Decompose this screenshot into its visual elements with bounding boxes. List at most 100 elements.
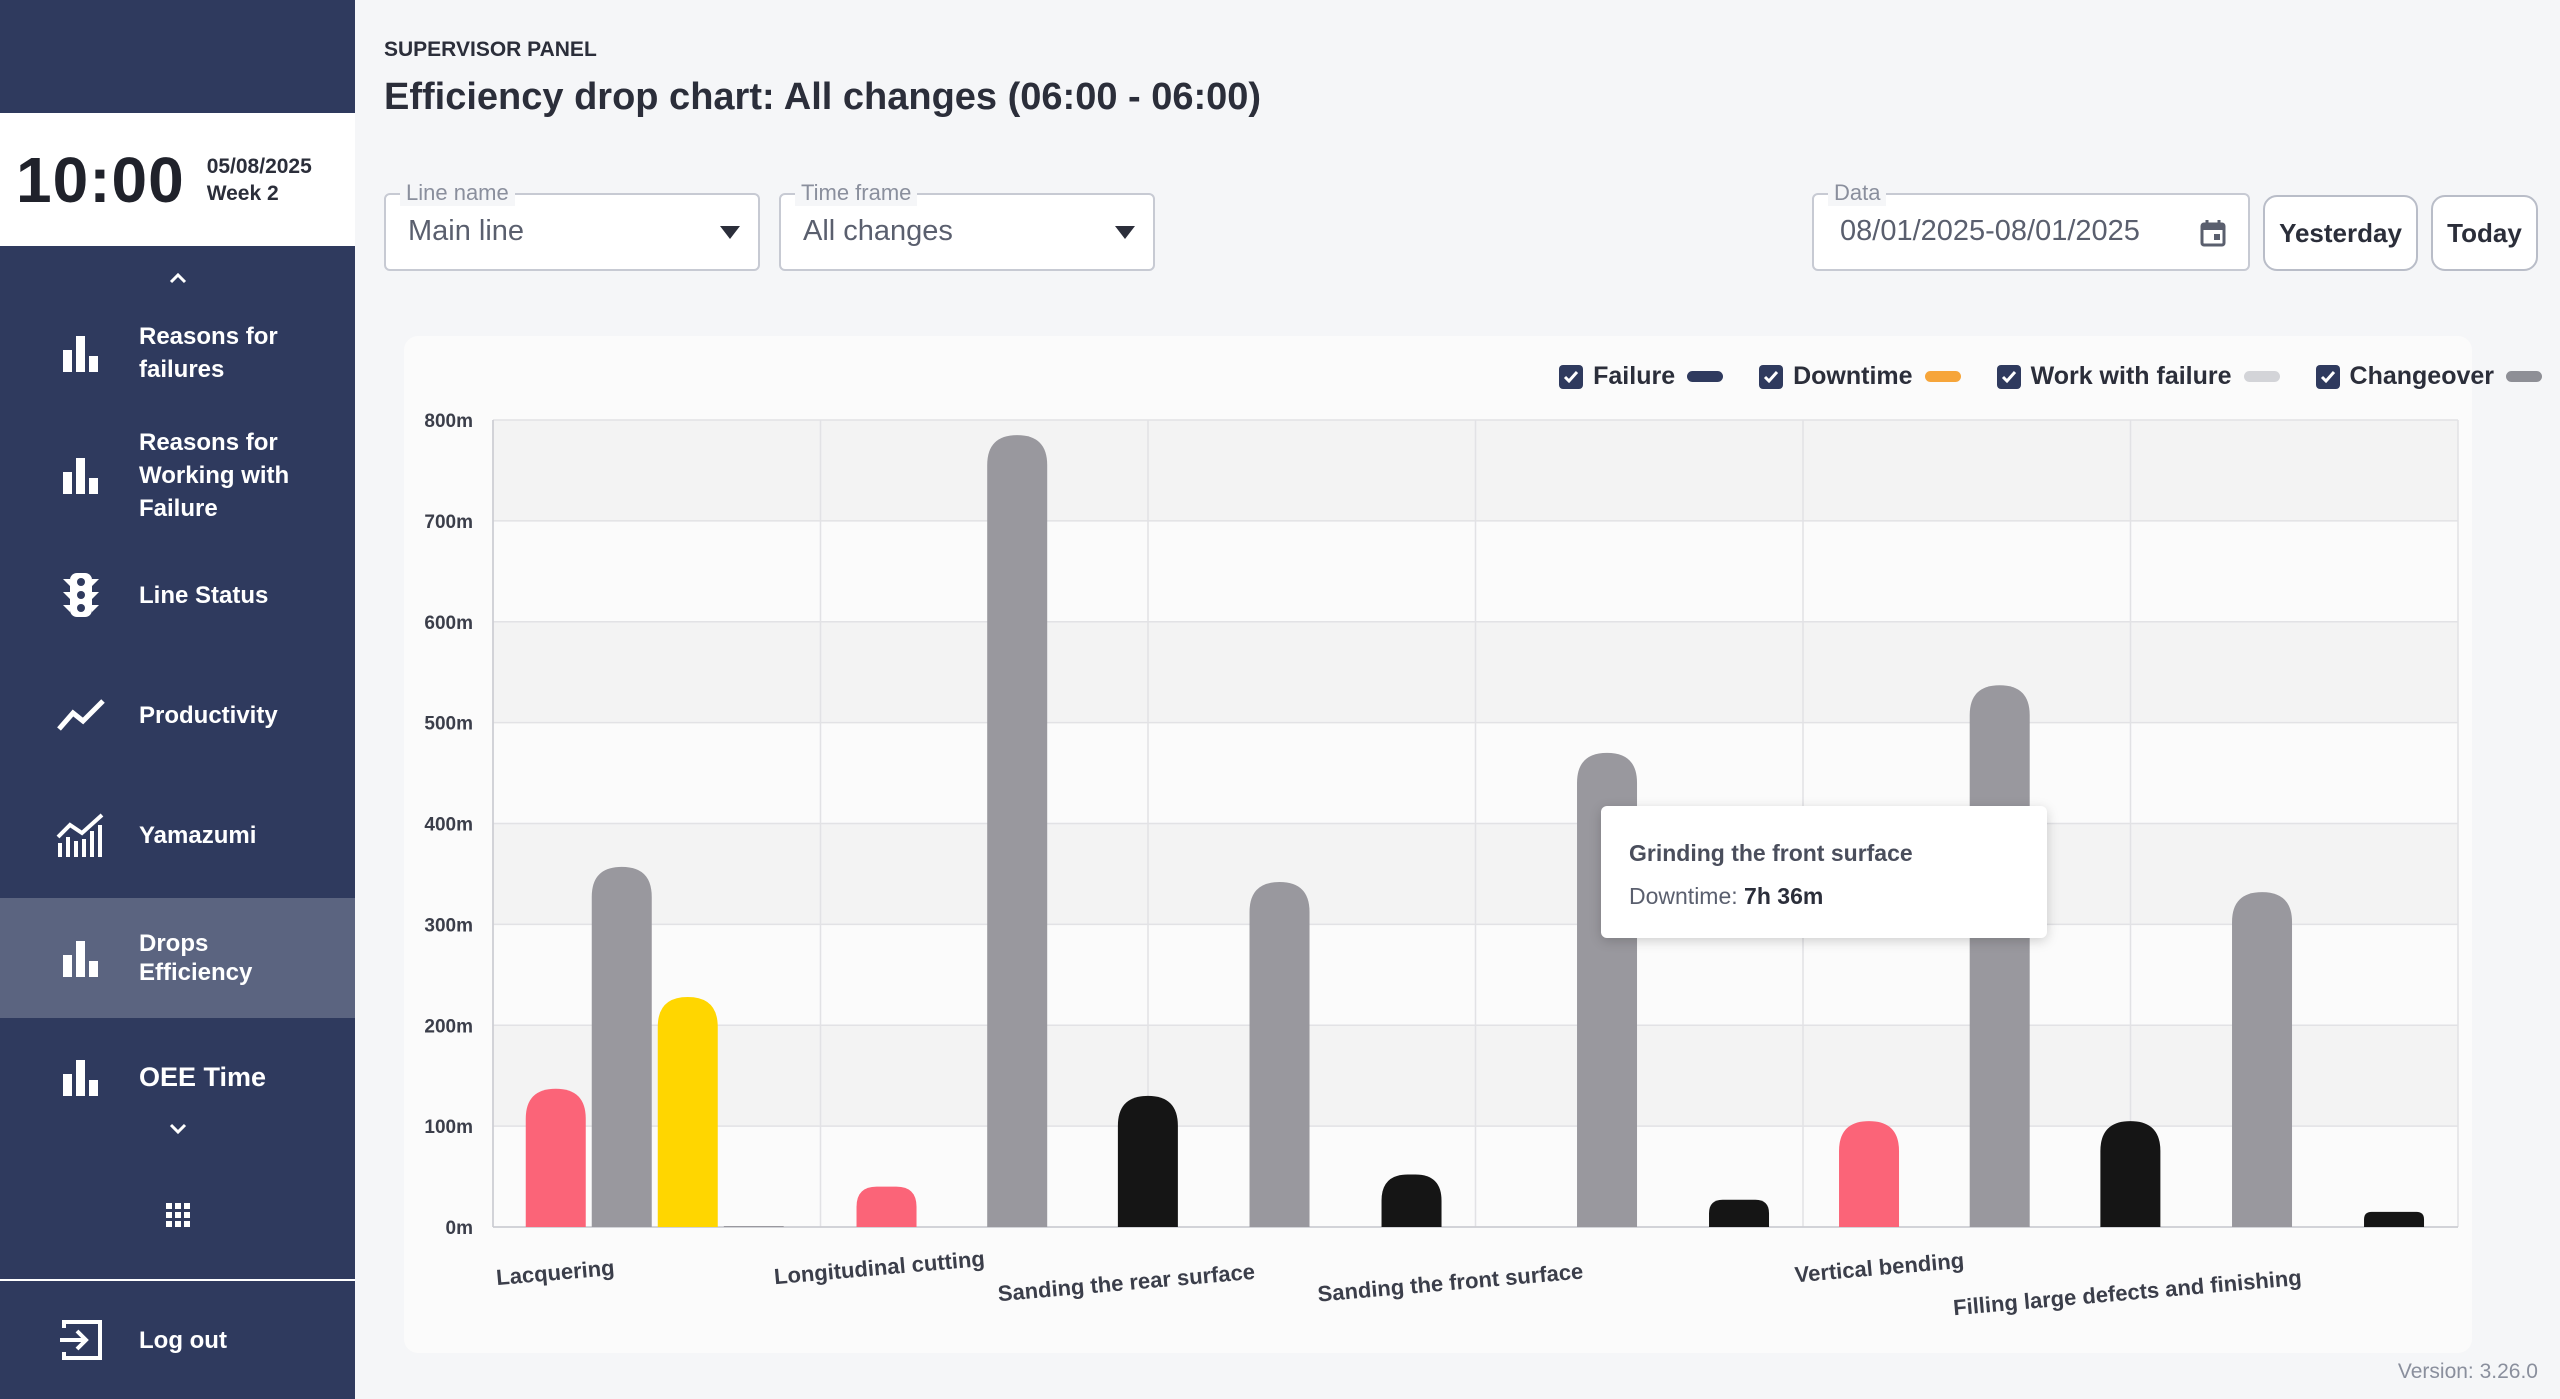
sidebar-item-label: Reasons for Working with Failure (139, 428, 290, 522)
apps-grid-icon[interactable] (163, 1200, 193, 1230)
sidebar-item-label: OEE Time (139, 1061, 267, 1092)
line-name-label: Line name (400, 180, 515, 206)
legend-item-downtime[interactable]: Downtime (1759, 362, 1961, 391)
sidebar-item-productivity[interactable]: Productivity (0, 680, 355, 750)
sidebar-divider (0, 1279, 355, 1281)
sidebar-item-drops-efficiency[interactable]: Drops Efficiency (0, 898, 355, 1018)
dropdown-arrow-icon (720, 226, 740, 239)
clock-date-week: 05/08/2025 Week 2 (207, 153, 312, 207)
bar-chart-icon (56, 1052, 106, 1102)
bar (1839, 1121, 1900, 1227)
chart-tooltip: Grinding the front surface Downtime: 7h … (1601, 806, 2047, 938)
y-tick-label: 300m (424, 915, 473, 936)
legend-item-changeover[interactable]: Changeover (2315, 362, 2542, 391)
y-tick-label: 100m (424, 1117, 473, 1138)
logout-label: Log out (139, 1326, 227, 1354)
nav-scroll-up-icon[interactable] (0, 262, 355, 293)
yesterday-button[interactable]: Yesterday (2263, 195, 2418, 271)
sidebar-item-label: Line Status (139, 581, 269, 609)
sidebar-item-label: Drops Efficiency (139, 930, 253, 986)
y-tick-label: 700m (424, 512, 473, 533)
bar (1117, 1095, 1178, 1227)
today-button[interactable]: Today (2431, 195, 2538, 271)
bar (1381, 1174, 1442, 1227)
clock-time: 10:00 (16, 143, 185, 216)
version-label: Version: 3.26.0 (2397, 1360, 2538, 1383)
line-name-select[interactable]: Line name Main line (384, 180, 760, 271)
y-tick-label: 0m (446, 1218, 473, 1239)
legend-item-failure[interactable]: Failure (1559, 362, 1724, 391)
dropdown-arrow-icon (1115, 226, 1135, 239)
checkbox-checked-icon[interactable] (2315, 364, 2340, 389)
legend-label: Failure (1593, 362, 1676, 390)
stacked-chart-icon (56, 810, 106, 860)
date-label: Data (1828, 180, 1887, 206)
bar (657, 997, 718, 1227)
bar-chart-icon (56, 328, 106, 378)
sidebar-item-yamazumi[interactable]: Yamazumi (0, 800, 355, 870)
clock-panel: 10:00 05/08/2025 Week 2 (0, 113, 355, 246)
bar (2232, 892, 2293, 1227)
tooltip-title: Grinding the front surface (1629, 840, 1913, 866)
logout-button[interactable]: Log out (0, 1310, 355, 1370)
x-tick-label: Longitudinal cutting (773, 1246, 986, 1289)
chart-legend: Failure Downtime Work with failure Chang… (1559, 362, 2542, 391)
y-tick-label: 600m (424, 613, 473, 634)
time-frame-label: Time frame (795, 180, 918, 206)
bar (591, 866, 652, 1227)
time-frame-select[interactable]: Time frame All changes (779, 180, 1155, 271)
bar-chart-icon (56, 450, 106, 500)
legend-label: Downtime (1793, 362, 1913, 390)
legend-swatch (1924, 371, 1961, 382)
traffic-light-icon (56, 570, 106, 620)
bar (987, 435, 1048, 1228)
x-tick-label: Vertical bending (1794, 1248, 1965, 1288)
tooltip-label: Downtime: (1629, 883, 1738, 909)
tooltip-line: Downtime: 7h 36m (1629, 883, 2019, 910)
sidebar-item-label: Productivity (139, 701, 278, 729)
sidebar-item-reasons-for-working-with-failure[interactable]: Reasons for Working with Failure (0, 420, 355, 530)
bar-chart-icon (56, 933, 106, 983)
logout-icon (56, 1315, 106, 1365)
bar (1709, 1199, 1770, 1227)
clock-week: Week 2 (206, 181, 279, 205)
legend-item-work-with-failure[interactable]: Work with failure (1996, 362, 2280, 391)
y-tick-label: 400m (424, 815, 473, 836)
sidebar-item-label: Yamazumi (139, 821, 257, 849)
bar (525, 1088, 586, 1227)
checkbox-checked-icon[interactable] (1996, 364, 2021, 389)
bar (1249, 882, 1310, 1227)
sidebar-item-label: Reasons for failures (139, 323, 278, 383)
legend-swatch (2243, 371, 2280, 382)
page-title: Efficiency drop chart: All changes (06:0… (384, 76, 1262, 118)
x-tick-label: Lacquering (495, 1255, 615, 1290)
x-tick-label: Sanding the front surface (1317, 1258, 1585, 1306)
nav-scroll-down-icon[interactable] (0, 1113, 355, 1144)
legend-label: Work with failure (2030, 362, 2232, 390)
time-frame-value: All changes (803, 215, 953, 247)
trend-line-icon (56, 690, 106, 740)
legend-swatch (2506, 371, 2542, 382)
checkbox-checked-icon[interactable] (1759, 364, 1784, 389)
sidebar-item-oee-time[interactable]: OEE Time (0, 1042, 355, 1112)
y-tick-label: 200m (424, 1016, 473, 1037)
x-tick-label: Sanding the rear surface (997, 1259, 1256, 1306)
y-tick-label: 500m (424, 714, 473, 735)
panel-label: SUPERVISOR PANEL (384, 38, 597, 61)
clock-date: 05/08/2025 (206, 154, 312, 178)
calendar-icon[interactable] (2200, 219, 2226, 252)
bar (2100, 1121, 2161, 1227)
sidebar-item-reasons-for-failures[interactable]: Reasons for failures (0, 318, 355, 388)
date-value: 08/01/2025-08/01/2025 (1840, 215, 2140, 247)
legend-label: Changeover (2349, 362, 2494, 390)
bar (2364, 1211, 2425, 1227)
bar (1969, 685, 2030, 1227)
x-tick-label: Filling large defects and finishing (1952, 1265, 2302, 1320)
legend-swatch (1687, 371, 1724, 382)
checkbox-checked-icon[interactable] (1559, 364, 1584, 389)
date-range-field[interactable]: Data 08/01/2025-08/01/2025 (1812, 180, 2250, 271)
sidebar-item-line-status[interactable]: Line Status (0, 560, 355, 630)
bar (856, 1186, 917, 1227)
line-name-value: Main line (408, 215, 525, 247)
